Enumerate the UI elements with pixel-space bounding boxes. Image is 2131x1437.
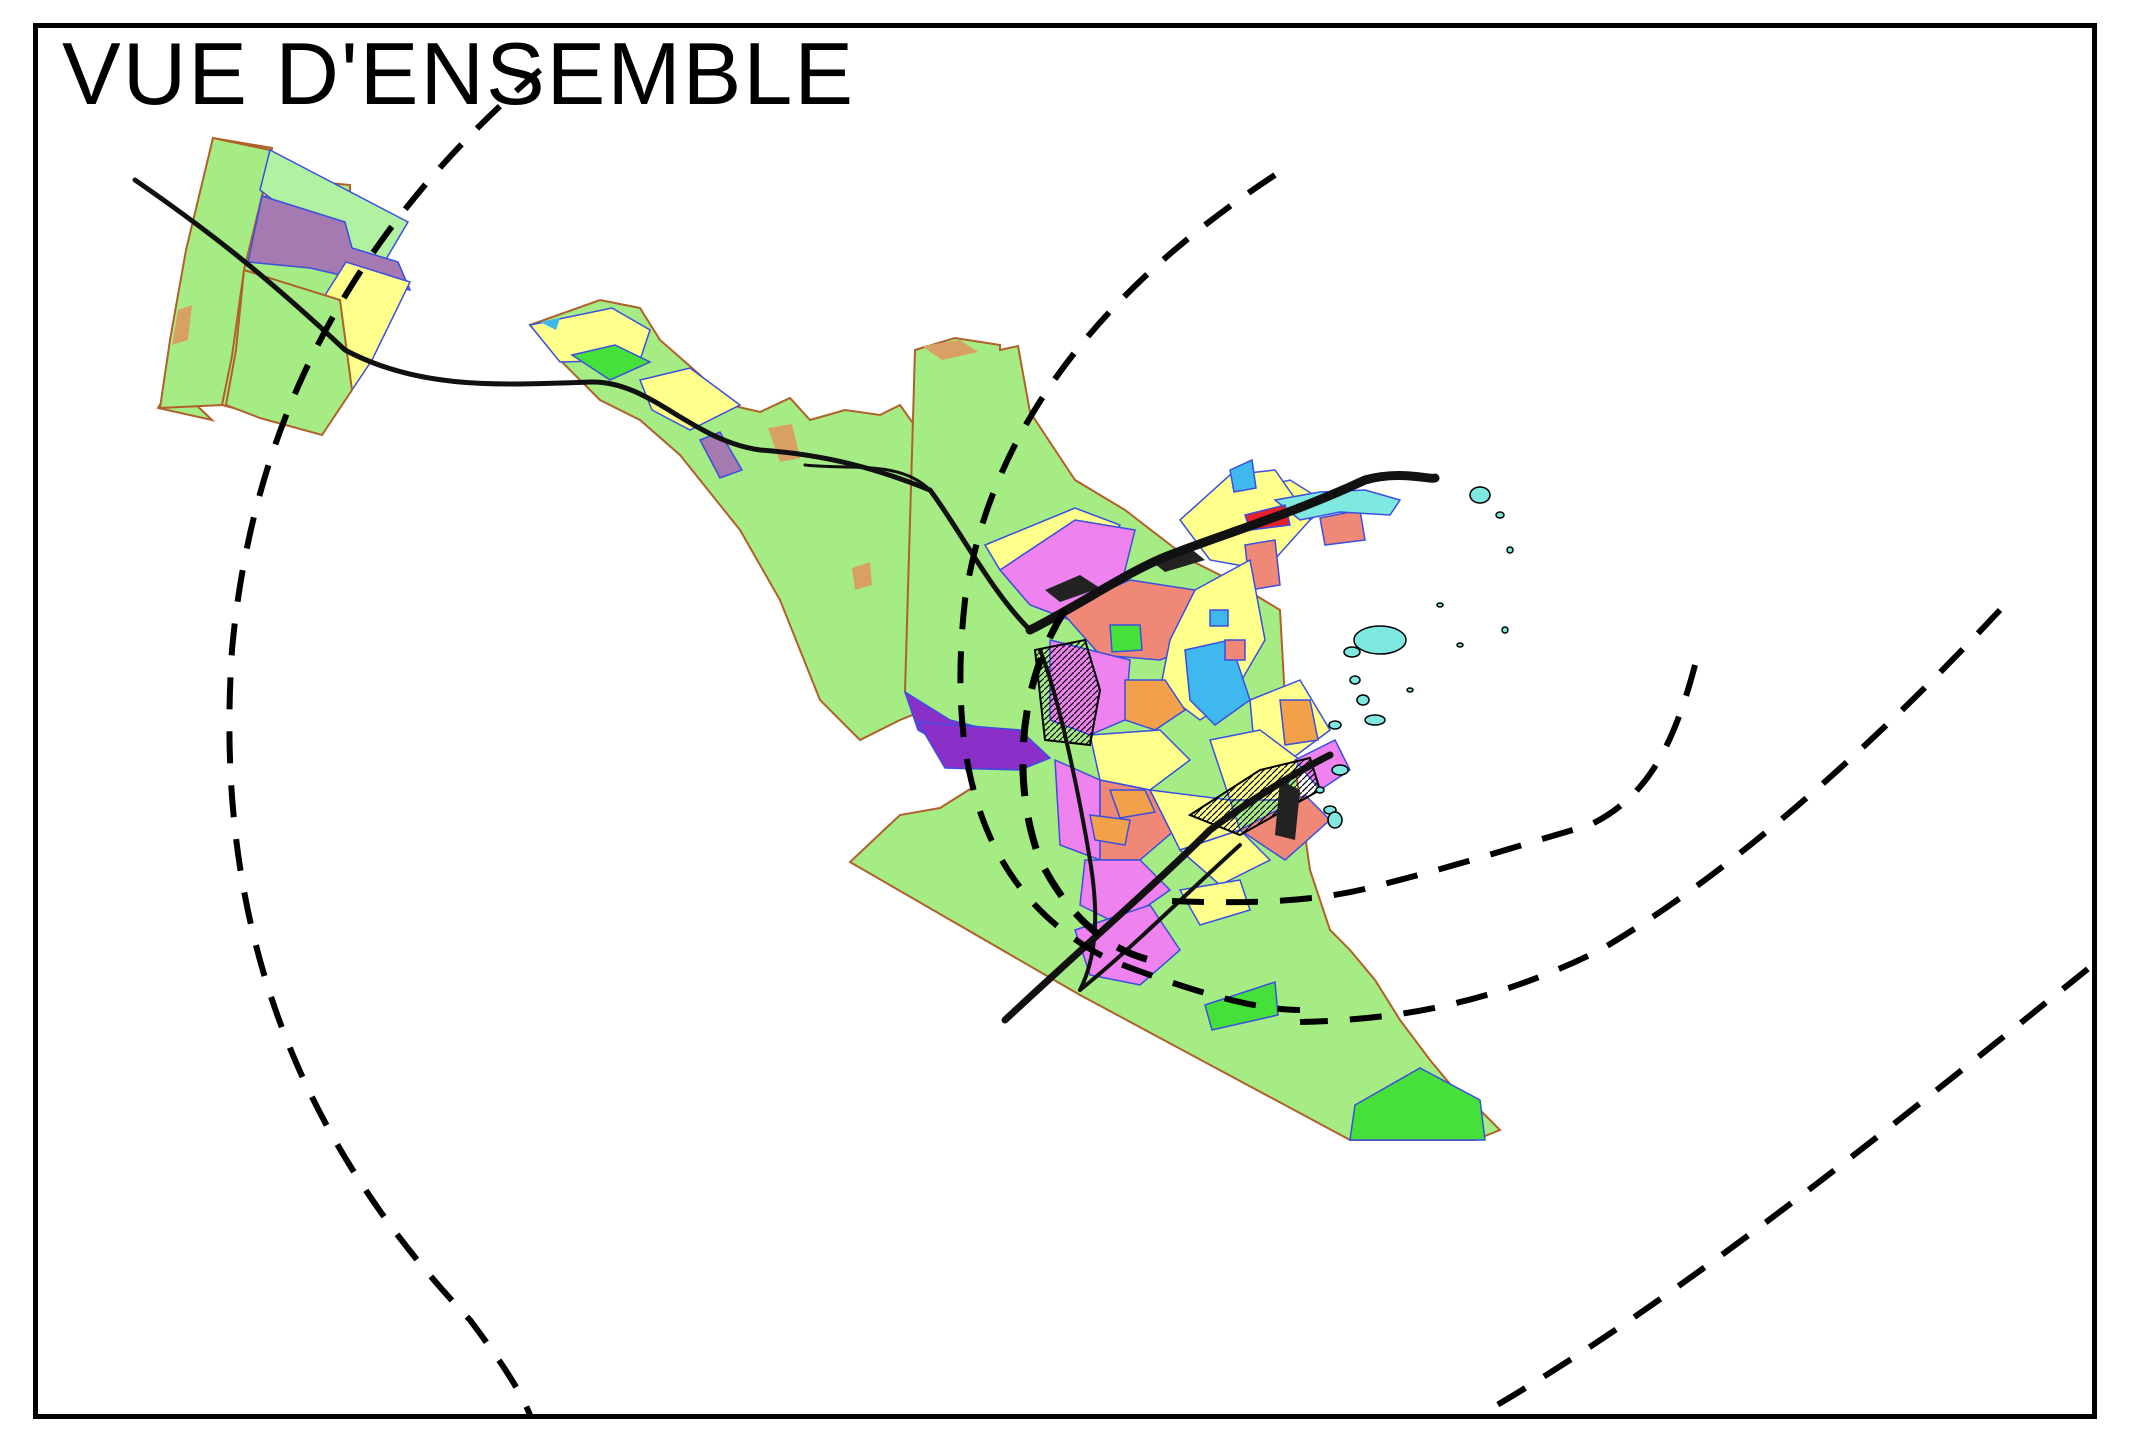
main-territory bbox=[848, 336, 1502, 1141]
zone-orange-core bbox=[1124, 679, 1187, 731]
zone-purple-main bbox=[916, 721, 1052, 771]
distance-contours bbox=[226, 67, 2092, 1414]
zone-hatched-airport bbox=[1033, 638, 1102, 747]
zone-mauve-nw bbox=[247, 195, 412, 292]
contour-ring-arc-1 bbox=[1149, 664, 1698, 906]
road-network bbox=[132, 177, 1440, 1024]
map-title: VUE D'ENSEMBLE bbox=[62, 24, 856, 123]
contour-ring-outer-east bbox=[1478, 961, 2092, 1414]
contour-ring-inner bbox=[957, 172, 1301, 1013]
zone-blue-core bbox=[1184, 639, 1251, 726]
zone-forest-strip bbox=[570, 344, 652, 381]
islands bbox=[1315, 486, 1514, 829]
zone-forest-se bbox=[1349, 1067, 1486, 1141]
zone-forest-sw bbox=[1204, 980, 1279, 1031]
contour-ring-outer-west bbox=[226, 67, 542, 1414]
northwest-parcel bbox=[156, 136, 412, 437]
contour-ring-arc-2 bbox=[1299, 607, 2003, 1025]
central-strip bbox=[528, 298, 1032, 742]
